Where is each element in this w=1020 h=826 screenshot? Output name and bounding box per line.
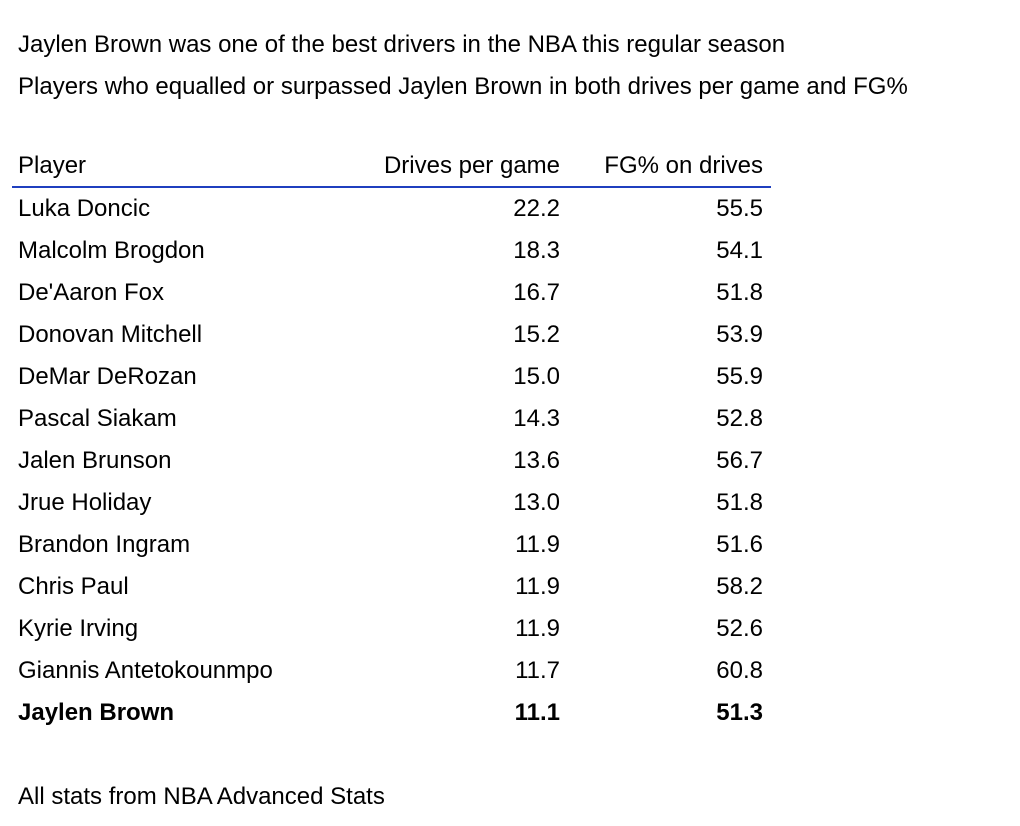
table-row: Pascal Siakam 14.3 52.8 <box>12 398 771 440</box>
drives-value: 11.9 <box>515 531 560 558</box>
table-row: Jalen Brunson 13.6 56.7 <box>12 440 771 482</box>
drives-value: 22.2 <box>513 195 560 222</box>
fg-value: 52.6 <box>716 615 763 642</box>
table-row: Jrue Holiday 13.0 51.8 <box>12 482 771 524</box>
drives-value: 13.0 <box>513 489 560 516</box>
player-name: Malcolm Brogdon <box>18 237 205 264</box>
drives-value: 18.3 <box>513 237 560 264</box>
player-name: Jrue Holiday <box>18 489 152 516</box>
table-row: Malcolm Brogdon 18.3 54.1 <box>12 230 771 272</box>
fg-value: 55.9 <box>716 363 763 390</box>
player-name: Giannis Antetokounmpo <box>18 657 273 684</box>
fg-value: 53.9 <box>716 321 763 348</box>
table-row: De'Aaron Fox 16.7 51.8 <box>12 272 771 314</box>
fg-value: 60.8 <box>716 657 763 684</box>
fg-value: 52.8 <box>716 405 763 432</box>
table-row: Kyrie Irving 11.9 52.6 <box>12 608 771 650</box>
header-player: Player <box>12 146 364 188</box>
player-name: Chris Paul <box>18 573 129 600</box>
player-name: Donovan Mitchell <box>18 321 203 348</box>
highlighted-row: Jaylen Brown 11.1 51.3 <box>12 692 771 734</box>
table-row: Donovan Mitchell 15.2 53.9 <box>12 314 771 356</box>
drives-value: 11.7 <box>515 657 560 684</box>
player-name: Luka Doncic <box>18 195 151 222</box>
header-row: Player Drives per game FG% on drives <box>12 146 771 188</box>
fg-value: 51.6 <box>716 531 763 558</box>
drives-value: 11.9 <box>515 573 560 600</box>
player-name: Jalen Brunson <box>18 447 172 474</box>
table-row: Giannis Antetokounmpo 11.7 60.8 <box>12 650 771 692</box>
table-subtitle: Players who equalled or surpassed Jaylen… <box>18 73 908 100</box>
table-row: Brandon Ingram 11.9 51.6 <box>12 524 771 566</box>
fg-value: 58.2 <box>716 573 763 600</box>
header-drives-per-game: Drives per game <box>364 146 560 188</box>
player-name: Pascal Siakam <box>18 405 177 432</box>
drives-value: 15.0 <box>513 363 560 390</box>
player-name: Kyrie Irving <box>18 615 139 642</box>
fg-value: 56.7 <box>716 447 763 474</box>
table-row: DeMar DeRozan 15.0 55.9 <box>12 356 771 398</box>
title-block: Jaylen Brown was one of the best drivers… <box>18 24 1014 108</box>
stats-table: Player Drives per game FG% on drives Luk… <box>12 146 771 734</box>
fg-value: 51.8 <box>716 279 763 306</box>
drives-value: 16.7 <box>513 279 560 306</box>
fg-value: 54.1 <box>716 237 763 264</box>
drives-value: 13.6 <box>513 447 560 474</box>
table-body: Luka Doncic 22.2 55.5 Malcolm Brogdon 18… <box>12 187 771 734</box>
drives-value: 11.9 <box>515 615 560 642</box>
fg-value: 51.3 <box>716 699 763 726</box>
table-title: Jaylen Brown was one of the best drivers… <box>18 31 786 58</box>
fg-value: 51.8 <box>716 489 763 516</box>
player-name: DeMar DeRozan <box>18 363 197 390</box>
fg-value: 55.5 <box>716 195 763 222</box>
table-row: Chris Paul 11.9 58.2 <box>12 566 771 608</box>
drives-value: 14.3 <box>513 405 560 432</box>
source-note: All stats from NBA Advanced Stats <box>18 783 385 810</box>
player-name: Jaylen Brown <box>18 699 175 726</box>
player-name: Brandon Ingram <box>18 531 191 558</box>
header-fg-on-drives: FG% on drives <box>560 146 771 188</box>
drives-value: 15.2 <box>513 321 560 348</box>
table-row: Luka Doncic 22.2 55.5 <box>12 187 771 230</box>
player-name: De'Aaron Fox <box>18 279 164 306</box>
drives-value: 11.1 <box>514 699 560 726</box>
